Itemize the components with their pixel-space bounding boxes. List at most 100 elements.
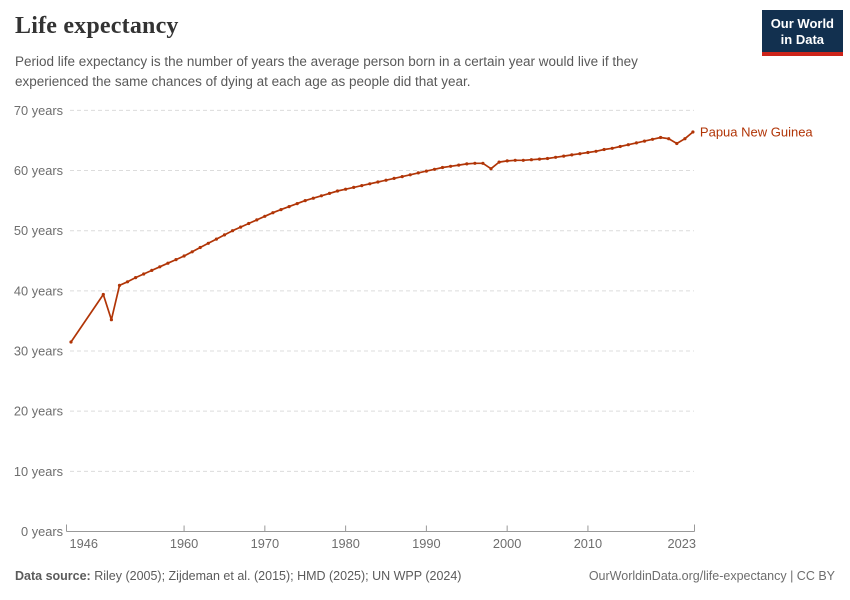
data-point[interactable]: [311, 196, 315, 200]
data-point[interactable]: [594, 149, 598, 153]
data-point[interactable]: [586, 150, 590, 155]
data-point[interactable]: [287, 205, 291, 209]
data-point[interactable]: [174, 258, 178, 262]
data-point[interactable]: [554, 155, 558, 159]
x-axis-label: 2010: [574, 536, 602, 551]
data-point[interactable]: [101, 292, 105, 297]
data-point[interactable]: [303, 199, 307, 203]
data-point[interactable]: [384, 178, 388, 182]
data-point[interactable]: [344, 187, 348, 191]
data-point[interactable]: [513, 158, 517, 162]
chart-subtitle: Period life expectancy is the number of …: [15, 54, 638, 90]
data-point[interactable]: [610, 146, 614, 150]
data-point[interactable]: [570, 153, 574, 157]
data-point[interactable]: [392, 176, 396, 180]
data-point[interactable]: [545, 156, 550, 161]
data-point[interactable]: [473, 161, 477, 165]
series-line[interactable]: [70, 131, 694, 343]
data-point[interactable]: [376, 180, 380, 184]
data-point[interactable]: [562, 154, 566, 158]
data-source-label: Data source:: [15, 569, 91, 583]
data-point[interactable]: [497, 160, 501, 164]
data-point[interactable]: [230, 229, 235, 233]
data-source-text: Data source: Riley (2005); Zijdeman et a…: [15, 569, 461, 583]
data-point[interactable]: [691, 130, 695, 134]
data-point[interactable]: [626, 143, 630, 147]
data-point[interactable]: [198, 245, 202, 250]
data-point[interactable]: [521, 158, 525, 162]
data-point[interactable]: [125, 280, 130, 284]
data-point[interactable]: [667, 137, 671, 141]
data-point[interactable]: [424, 169, 428, 173]
owid-logo-line2: in Data: [780, 32, 825, 47]
y-axis-label: 50 years: [14, 223, 63, 238]
data-point[interactable]: [400, 175, 404, 179]
data-point[interactable]: [142, 272, 146, 276]
y-axis-label: 60 years: [14, 163, 63, 178]
data-point[interactable]: [440, 165, 445, 170]
data-point[interactable]: [529, 158, 534, 162]
data-point[interactable]: [683, 137, 687, 141]
data-point[interactable]: [368, 182, 372, 186]
data-point[interactable]: [327, 191, 332, 195]
data-point[interactable]: [416, 171, 420, 175]
data-point[interactable]: [117, 283, 122, 287]
x-axis-label: 1980: [331, 536, 359, 551]
data-point[interactable]: [505, 159, 509, 163]
y-axis-label: 30 years: [14, 344, 63, 359]
data-point[interactable]: [537, 157, 542, 161]
data-point[interactable]: [69, 340, 73, 344]
data-point[interactable]: [319, 194, 323, 198]
data-point[interactable]: [150, 268, 154, 272]
data-point[interactable]: [659, 135, 663, 140]
data-point[interactable]: [489, 167, 493, 171]
data-point[interactable]: [335, 189, 340, 193]
data-point[interactable]: [650, 137, 655, 141]
data-source-list: Riley (2005); Zijdeman et al. (2015); HM…: [90, 569, 462, 583]
data-point[interactable]: [578, 152, 582, 156]
data-point[interactable]: [449, 164, 453, 168]
data-point[interactable]: [271, 211, 275, 215]
data-point[interactable]: [634, 141, 639, 145]
page-title: Life expectancy: [15, 13, 179, 39]
owid-logo-line1: Our World: [770, 16, 834, 31]
series-end-label[interactable]: Papua New Guinea: [700, 125, 814, 140]
data-point[interactable]: [239, 225, 243, 229]
data-point[interactable]: [134, 276, 138, 280]
x-axis-label: 1946: [70, 536, 98, 551]
data-point[interactable]: [352, 185, 356, 189]
data-point[interactable]: [618, 144, 622, 149]
owid-logo[interactable]: Our World in Data: [761, 10, 843, 56]
x-axis-label: 2000: [493, 536, 521, 551]
data-point[interactable]: [214, 237, 218, 241]
data-point[interactable]: [408, 173, 412, 177]
data-point[interactable]: [247, 221, 251, 226]
chart-footer: Data source: Riley (2005); Zijdeman et a…: [15, 569, 835, 583]
data-point[interactable]: [279, 208, 283, 212]
data-point[interactable]: [222, 233, 227, 237]
data-point[interactable]: [465, 162, 469, 166]
data-point[interactable]: [432, 167, 437, 171]
data-point[interactable]: [602, 147, 606, 152]
data-point[interactable]: [457, 163, 461, 167]
data-point[interactable]: [295, 202, 299, 206]
data-point[interactable]: [182, 254, 186, 258]
x-axis-label: 1990: [412, 536, 440, 551]
data-point[interactable]: [360, 184, 364, 188]
data-point[interactable]: [675, 141, 679, 146]
data-point[interactable]: [206, 241, 210, 245]
y-axis-label: 10 years: [14, 464, 63, 479]
data-point[interactable]: [158, 265, 162, 269]
data-point[interactable]: [109, 318, 113, 322]
data-point[interactable]: [481, 161, 485, 165]
y-axis-label: 40 years: [14, 283, 63, 298]
data-point[interactable]: [190, 250, 194, 254]
x-axis-label: 2023: [668, 536, 696, 551]
owid-link[interactable]: OurWorldinData.org/life-expectancy | CC …: [588, 569, 835, 583]
data-point[interactable]: [263, 214, 267, 218]
data-point[interactable]: [255, 218, 259, 222]
data-point[interactable]: [642, 139, 647, 143]
data-point[interactable]: [166, 261, 170, 265]
